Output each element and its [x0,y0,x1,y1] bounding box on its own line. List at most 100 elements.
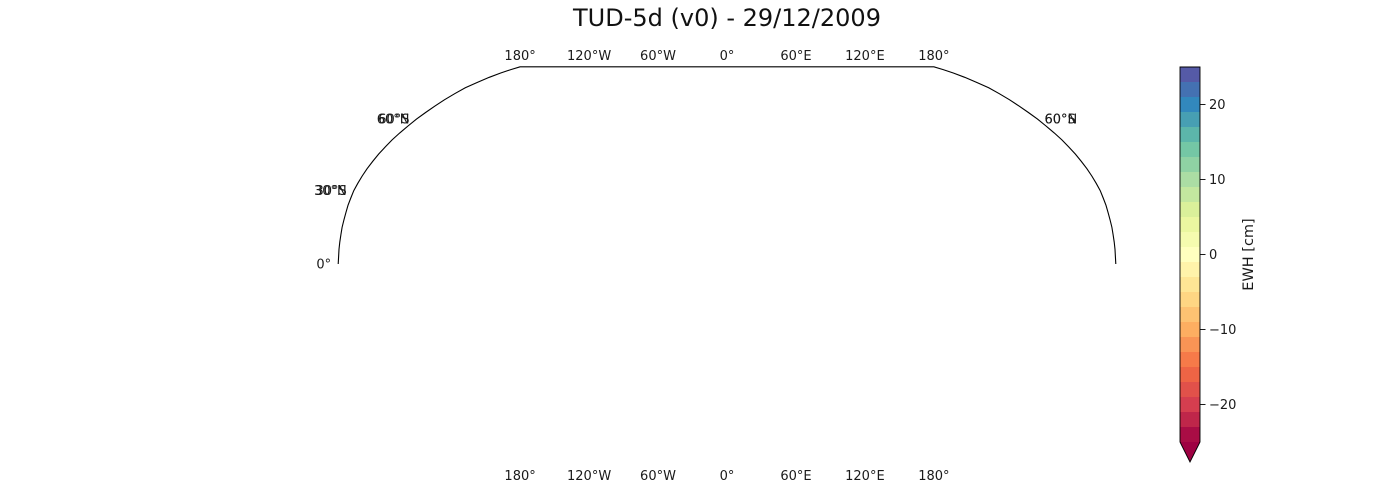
anomaly-mexico-orange [499,190,521,206]
anomaly-south-atlantic-green [670,146,725,172]
meridian--60 [597,66,659,264]
anomaly-indian-ocean-orange [864,173,910,194]
island-dot [841,232,844,235]
anomaly-zambia-orange [782,226,800,236]
island-dot [1010,153,1014,157]
anomaly-layer [402,73,1078,264]
anomaly-arabia-orange [807,202,842,223]
coast-great-lakes-superior [549,146,566,152]
anomaly-se-brazil-green [623,196,645,214]
coast-black-sea [781,150,810,164]
lon-label-top: 0° [720,49,735,64]
island-dot [859,79,863,82]
anomaly-carpentaria-teal [1016,220,1028,232]
anomaly-angola-orange [752,224,783,236]
coast-novaya-zemlya [808,83,826,98]
coast-south-america [551,129,653,264]
colorbar-outline [1179,66,1201,464]
island-dot [925,233,928,237]
coast-victoria-island [543,93,564,100]
island-dot [847,213,851,216]
colorbar-tick-label: 20 [1209,98,1226,113]
coast-tasmania [1011,157,1022,166]
coast-sri-lanka [897,240,904,251]
colorbar-segment [1180,277,1200,293]
coast-ellesmere [604,75,632,86]
island-dot [396,137,399,140]
anomaly-guatemala-teal [528,228,536,236]
island-dot [1075,210,1079,213]
colorbar-segment [1180,97,1200,113]
colorbar-segment [1180,232,1200,248]
anomaly-australia-orange [975,193,1009,213]
graticule [338,66,1116,264]
island-dot [674,223,678,227]
island-dot [530,261,533,264]
anomaly-pacific-south-orange [464,234,508,255]
lon-label-bottom: 60°E [780,469,811,484]
anomaly-india-teal [892,208,906,222]
island-dot [416,223,419,227]
island-dot [433,212,436,216]
colorbar-segment [1180,307,1200,323]
coast-eurasia [707,82,1029,262]
anomaly-greenland-core [642,101,663,119]
anomaly-iran-orange [827,178,853,194]
island-dot [592,221,596,224]
anomaly-us-plains-green [521,150,553,178]
anomaly-himalaya-red [892,181,926,195]
colorbar-segment [1180,172,1200,188]
lon-label-top: 60°E [780,49,811,64]
coast-borneo [961,246,985,264]
island-dot [1036,229,1039,233]
island-dot [1065,245,1069,249]
anomaly-new-zealand-orange [1053,151,1078,172]
island-dot [931,85,934,89]
lon-label-bottom: 60°W [640,469,676,484]
anomaly-east-antarctica-green-west [758,92,853,108]
anomaly-southern-ocean-orange [530,123,563,138]
lon-label-top: 180° [504,49,535,64]
coast-sumatra [931,248,957,264]
colorbar-segment [1180,142,1200,158]
island-dot [404,135,408,139]
anomaly-gulf-of-alaska-core [463,113,481,125]
anomaly-russia-teal-east [878,121,919,140]
anomaly-himalaya-red-west [874,177,896,190]
anomaly-sichuan-red [923,179,943,193]
anomaly-europe-green [736,121,784,150]
anomaly-ross-orange [959,89,985,102]
colorbar-segment [1180,217,1200,233]
coast-java [952,241,975,249]
island-dot [692,193,696,197]
island-dot [393,210,397,213]
coast-taiwan [979,201,984,210]
coast-svalbard [742,78,757,85]
anomaly-amazon-ring [571,256,615,264]
coast-madagascar [817,201,836,228]
anomaly-ne-china-orange [946,154,971,174]
coast-great-britain [715,121,731,144]
colorbar-tick-label: 10 [1209,173,1226,188]
anomaly-gulf-of-alaska-halo [443,111,482,132]
colorbar-segment [1180,112,1200,128]
coast-great-lakes-erie-ontario [564,156,579,163]
colorbar-segment [1180,352,1200,368]
colorbar-segment [1180,412,1200,428]
island-dot [792,76,795,80]
map-background [338,66,1116,264]
colorbar-segment [1180,382,1200,398]
island-dot [1098,258,1101,262]
anomaly-amazon-core [582,254,611,264]
lon-label-top: 120°E [845,49,885,64]
island-dot [562,203,566,207]
anomaly-pacific-subtrop-orange [427,217,479,242]
colorbar-segment [1180,397,1200,413]
island-dot [776,176,780,180]
island-dot [1061,244,1065,248]
coast-luzon [982,217,989,230]
island-dot [357,228,361,232]
meridian--120 [467,66,590,264]
coast-nz-north-island [1071,162,1086,181]
